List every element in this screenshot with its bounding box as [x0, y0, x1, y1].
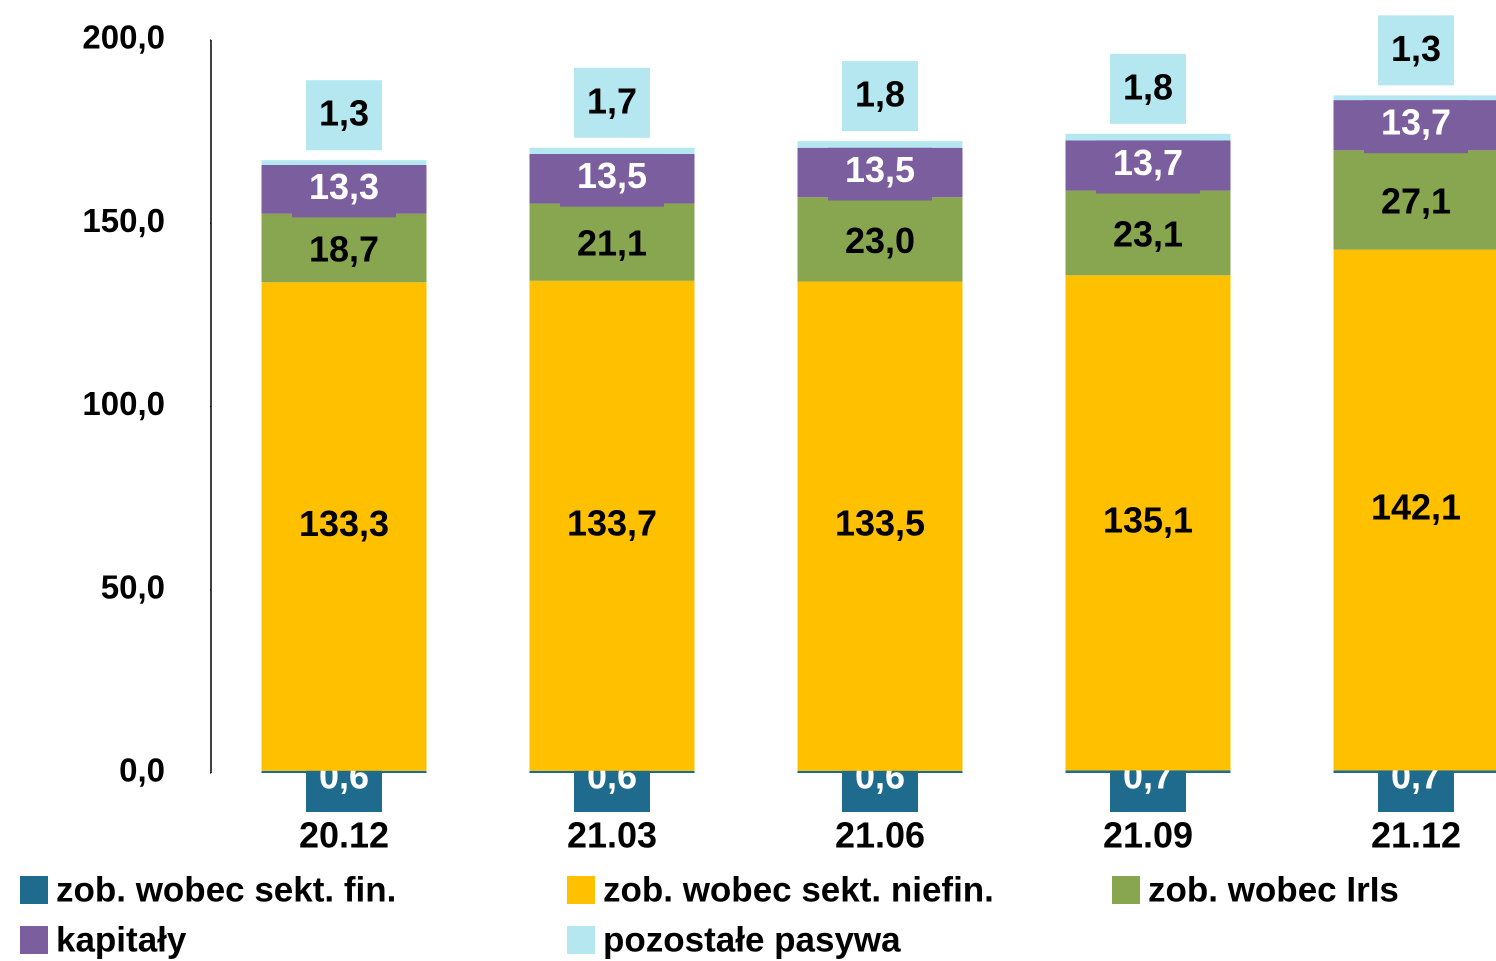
value-label: 21,1 [577, 223, 647, 264]
value-label: 13,7 [1113, 142, 1183, 183]
x-tick-label: 21.09 [1103, 815, 1193, 856]
legend-label: zob. wobec sekt. niefin. [603, 870, 994, 909]
label-box [292, 161, 396, 218]
value-label: 13,3 [309, 166, 379, 207]
bar-segment [1333, 249, 1496, 771]
label-box [1110, 53, 1186, 124]
label-box [828, 144, 932, 201]
x-tick-label: 21.12 [1371, 815, 1461, 856]
y-tick-label: 200,0 [82, 19, 165, 56]
bar-segment [529, 203, 695, 281]
y-tick-label: 0,0 [119, 752, 165, 789]
legend-label: zob. wobec IrIs [1148, 870, 1399, 909]
value-label: 13,5 [845, 149, 915, 190]
y-tick-label: 50,0 [101, 568, 165, 605]
x-tick-label: 21.03 [567, 815, 657, 856]
legend-swatch [1112, 876, 1140, 904]
legend-swatch [20, 876, 48, 904]
bar-segment [797, 141, 963, 148]
value-label: 142,1 [1371, 487, 1461, 528]
label-box [560, 150, 664, 207]
value-label: 1,7 [587, 80, 637, 121]
value-label: 13,5 [577, 155, 647, 196]
bar-segment [1065, 133, 1231, 141]
x-tick-label: 20.12 [299, 815, 389, 856]
value-label: 1,3 [1391, 28, 1441, 69]
bar-segment [1333, 150, 1496, 250]
value-label: 18,7 [309, 229, 379, 270]
legend-swatch [567, 876, 595, 904]
label-box [1096, 137, 1200, 194]
y-tick-label: 100,0 [82, 385, 165, 422]
legend-swatch [567, 926, 595, 954]
value-label: 133,7 [567, 502, 657, 543]
label-box [306, 80, 382, 151]
bar-segment [261, 160, 427, 165]
value-label: 133,5 [835, 503, 925, 544]
bar-segment [1333, 95, 1496, 101]
legend-label: kapitały [56, 920, 187, 959]
x-tick-label: 21.06 [835, 815, 925, 856]
bar-segment [261, 282, 427, 771]
label-box [1378, 15, 1454, 86]
bar-segment [261, 213, 427, 283]
value-label: 1,3 [319, 93, 369, 134]
value-label: 23,0 [845, 220, 915, 261]
legend-label: zob. wobec sekt. fin. [56, 870, 396, 909]
y-tick-label: 150,0 [82, 202, 165, 239]
label-box [1364, 97, 1468, 154]
legend-label: pozostałe pasywa [603, 920, 901, 959]
value-label: 133,3 [299, 503, 389, 544]
label-box [842, 61, 918, 132]
value-label: 1,8 [1123, 66, 1173, 107]
bar-segment [797, 281, 963, 771]
bar-segment [1065, 190, 1231, 276]
bar-segment [529, 280, 695, 771]
value-label: 1,8 [855, 74, 905, 115]
value-label: 13,7 [1381, 102, 1451, 143]
label-box [574, 67, 650, 138]
value-label: 23,1 [1113, 213, 1183, 254]
legend-swatch [20, 926, 48, 954]
bar-segment [797, 197, 963, 282]
value-label: 27,1 [1381, 180, 1451, 221]
value-label: 135,1 [1103, 499, 1193, 540]
bar-segment [1065, 275, 1231, 771]
bar-segment [529, 147, 695, 154]
